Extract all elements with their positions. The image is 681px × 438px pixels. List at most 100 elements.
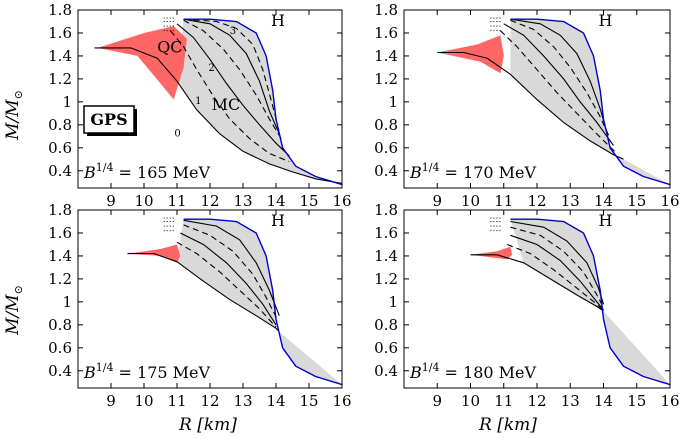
series-line-3 <box>503 23 614 146</box>
y-tick-label: 1.4 <box>48 247 72 265</box>
series-line-1 <box>470 254 604 312</box>
curve-number-2: 2 <box>208 63 214 74</box>
series-line-3 <box>180 232 277 326</box>
series-line-6 <box>183 18 279 125</box>
x-tick-label: 13 <box>233 392 252 410</box>
x-tick-label: 16 <box>332 392 351 410</box>
y-tick-label: 1 <box>388 293 398 311</box>
label-hadronic: H <box>271 211 285 230</box>
series-line-5 <box>183 18 280 135</box>
x-tick-label: 14 <box>594 392 613 410</box>
x-tick-label: 10 <box>134 192 153 210</box>
panel-2: 9 10 11 12 13 14 15 16 0.4 0.6 0.8 1 1.2 1.4 1.6 1.8 B1/… <box>374 1 679 210</box>
x-tick-label: 9 <box>106 392 116 410</box>
y-tick-label: 0.4 <box>48 162 72 180</box>
series-line-2 <box>176 241 277 328</box>
label-hadronic: H <box>599 11 613 30</box>
y-tick-label: 0.8 <box>48 316 72 334</box>
x-tick-label: 14 <box>266 192 285 210</box>
panel-3: 9 10 11 12 13 14 15 16 0.4 0.6 0.8 1 1.2 1.4 1.6 1.8 B1/… <box>48 201 351 410</box>
x-tick-label: 9 <box>432 192 442 210</box>
y-tick-label: 1.4 <box>374 247 398 265</box>
y-tick-label: 1.8 <box>48 1 72 19</box>
x-tick-label: 12 <box>200 192 219 210</box>
x-tick-label: 15 <box>627 192 646 210</box>
y-tick-label: 1 <box>62 93 72 111</box>
hadronic-curve <box>510 218 671 386</box>
y-tick-label: 0.6 <box>374 139 398 157</box>
y-tick-label: 1.6 <box>48 24 72 42</box>
x-axis-title-left: R [km] <box>178 415 237 435</box>
series-line-5 <box>183 219 280 316</box>
x-tick-label: 15 <box>299 392 318 410</box>
hadronic-curve <box>510 18 671 186</box>
y-tick-label: 1.2 <box>48 270 72 288</box>
y-tick-label: 1.8 <box>374 1 398 19</box>
panel-1: 9 10 11 12 13 14 15 160.40.60.811.21.41.61.8B1/… <box>48 1 351 210</box>
label-hadronic: H <box>271 11 285 30</box>
y-tick-label: 1.2 <box>374 70 398 88</box>
quark-core-region <box>97 26 187 100</box>
panel-label: B1/4 = 165 MeV <box>83 161 211 182</box>
mixed-phase-region <box>510 19 670 185</box>
y-tick-label: 0.6 <box>374 339 398 357</box>
label-mixed-core: MC <box>212 95 241 114</box>
x-tick-label: 9 <box>432 392 442 410</box>
series-line-3 <box>176 23 290 157</box>
y-tick-label: 1.6 <box>374 24 398 42</box>
series-line-1 <box>437 51 624 160</box>
label-quark-core: QC <box>157 37 182 56</box>
y-tick-label: 1.4 <box>374 47 398 65</box>
x-tick-label: 14 <box>266 392 285 410</box>
x-tick-label: 14 <box>594 192 613 210</box>
x-tick-label: 11 <box>494 192 513 210</box>
y-tick-label: 1.4 <box>48 47 72 65</box>
y-axis-title-top: M/M⊙ <box>3 90 25 141</box>
x-tick-label: 16 <box>332 192 351 210</box>
x-tick-label: 10 <box>461 392 480 410</box>
y-tick-label: 1.2 <box>374 270 398 288</box>
y-tick-label: 0.4 <box>48 362 72 380</box>
curve-number-1: 1 <box>195 96 201 107</box>
mixed-phase-region <box>177 219 342 385</box>
x-tick-label: 11 <box>167 192 186 210</box>
series-line-4 <box>183 19 284 142</box>
y-tick-label: 0.6 <box>48 339 72 357</box>
y-tick-label: 0.8 <box>48 116 72 134</box>
series-line-4 <box>183 224 279 321</box>
x-tick-label: 16 <box>660 192 679 210</box>
x-tick-label: 13 <box>561 392 580 410</box>
x-axis-title-right: R [km] <box>478 415 537 435</box>
x-tick-label: 11 <box>167 392 186 410</box>
curve-number-3: 3 <box>230 26 236 37</box>
gps-badge <box>83 105 135 134</box>
y-tick-label: 0.4 <box>374 362 398 380</box>
x-tick-label: 9 <box>106 192 116 210</box>
x-tick-label: 11 <box>494 392 513 410</box>
series-line-3 <box>510 234 604 311</box>
y-tick-label: 1.6 <box>48 224 72 242</box>
y-axis-title-bottom: M/M⊙ <box>3 285 25 336</box>
panel-label: B1/4 = 180 MeV <box>409 361 537 382</box>
x-tick-label: 13 <box>233 192 252 210</box>
mixed-phase-region <box>510 219 670 385</box>
x-tick-label: 12 <box>527 192 546 210</box>
x-tick-label: 13 <box>561 192 580 210</box>
curve-number-0: 0 <box>174 128 180 139</box>
hadronic-curve <box>183 18 343 186</box>
series-line-4 <box>510 226 604 308</box>
y-tick-label: 1.8 <box>48 201 72 219</box>
hadronic-curve <box>183 218 343 386</box>
panel-label: B1/4 = 170 MeV <box>409 161 537 182</box>
series-line-2 <box>506 243 604 312</box>
series-line-5 <box>510 18 608 132</box>
label-hadronic: H <box>599 211 613 230</box>
y-tick-label: 0.8 <box>374 316 398 334</box>
y-tick-label: 1 <box>62 293 72 311</box>
x-tick-label: 15 <box>299 192 318 210</box>
series-line-2 <box>500 30 618 154</box>
series-line-1 <box>127 253 280 333</box>
gps-badge-text: GPS <box>90 110 127 129</box>
y-tick-label: 1.6 <box>374 224 398 242</box>
